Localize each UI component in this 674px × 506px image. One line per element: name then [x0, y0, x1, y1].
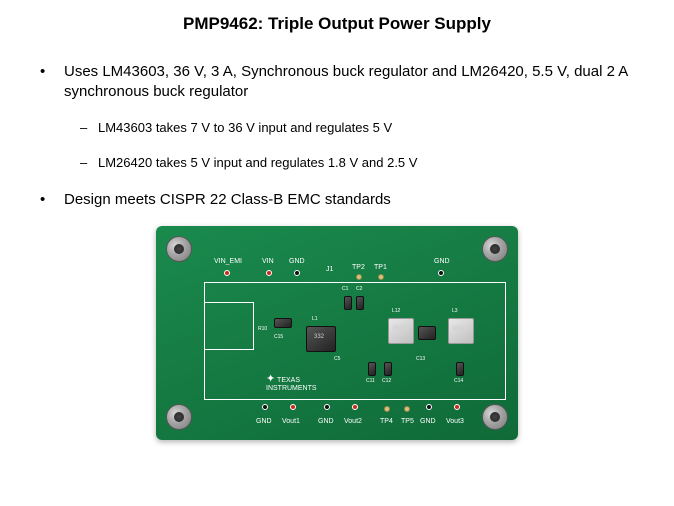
mounting-hole — [166, 236, 192, 262]
bullet-marker: • — [40, 62, 64, 82]
component — [418, 326, 436, 340]
test-point — [384, 406, 390, 412]
test-point — [356, 274, 362, 280]
pcb-label: VIN_EMI — [214, 258, 242, 265]
header-pin — [454, 404, 460, 410]
header-pin — [438, 270, 444, 276]
pcb-board: VIN_EMI VIN GND J1 TP2 TP1 GND GND Vout1 GND Vout2… — [156, 226, 518, 440]
component-label: 332 — [314, 334, 324, 340]
component-label: 3R3 — [392, 326, 403, 332]
pcb-refdes: R10 — [258, 326, 267, 332]
pcb-label: VIN — [262, 258, 274, 265]
mounting-hole — [482, 236, 508, 262]
component — [456, 362, 464, 376]
component — [368, 362, 376, 376]
silk-outline — [204, 302, 254, 350]
pcb-label: GND — [289, 258, 305, 265]
header-pin — [266, 270, 272, 276]
pcb-label: GND — [256, 418, 272, 425]
bullet-text: Design meets CISPR 22 Class-B EMC standa… — [64, 190, 391, 210]
pcb-refdes: C2 — [356, 286, 362, 292]
component-label: 3R3 — [452, 326, 463, 332]
pcb-label: TP5 — [401, 418, 414, 425]
header-pin — [262, 404, 268, 410]
pcb-label: Vout3 — [446, 418, 464, 425]
pcb-label: J1 — [326, 266, 333, 273]
pcb-refdes: C12 — [382, 378, 391, 384]
component — [274, 318, 292, 328]
pcb-refdes: L12 — [392, 308, 400, 314]
header-pin — [294, 270, 300, 276]
component — [356, 296, 364, 310]
pcb-refdes: C15 — [274, 334, 283, 340]
bullet-item: • Uses LM43603, 36 V, 3 A, Synchronous b… — [40, 62, 644, 103]
bullet-item: – LM26420 takes 5 V input and regulates … — [80, 154, 644, 172]
pcb-label: TP1 — [374, 264, 387, 271]
slide-content: • Uses LM43603, 36 V, 3 A, Synchronous b… — [0, 62, 674, 210]
header-pin — [352, 404, 358, 410]
test-point — [404, 406, 410, 412]
header-pin — [290, 404, 296, 410]
pcb-refdes: C14 — [454, 378, 463, 384]
pcb-refdes: C13 — [416, 356, 425, 362]
header-pin — [324, 404, 330, 410]
bullet-text: LM43603 takes 7 V to 36 V input and regu… — [98, 119, 392, 137]
board-image-wrap: VIN_EMI VIN GND J1 TP2 TP1 GND GND Vout1 GND Vout2… — [0, 226, 674, 440]
slide-title: PMP9462: Triple Output Power Supply — [0, 14, 674, 34]
header-pin — [224, 270, 230, 276]
bullet-marker: • — [40, 190, 64, 210]
bullet-marker: – — [80, 154, 98, 172]
mounting-hole — [166, 404, 192, 430]
bullet-item: • Design meets CISPR 22 Class-B EMC stan… — [40, 190, 644, 210]
pcb-label: Vout1 — [282, 418, 300, 425]
pcb-refdes: C5 — [334, 356, 340, 362]
pcb-refdes: L3 — [452, 308, 458, 314]
pcb-label: GND — [318, 418, 334, 425]
bullet-text: Uses LM43603, 36 V, 3 A, Synchronous buc… — [64, 62, 644, 103]
component — [384, 362, 392, 376]
mounting-hole — [482, 404, 508, 430]
component — [344, 296, 352, 310]
pcb-label: GND — [434, 258, 450, 265]
bullet-item: – LM43603 takes 7 V to 36 V input and re… — [80, 119, 644, 137]
ti-logo: ✦ TEXASINSTRUMENTS — [266, 374, 317, 392]
bullet-text: LM26420 takes 5 V input and regulates 1.… — [98, 154, 417, 172]
slide: PMP9462: Triple Output Power Supply • Us… — [0, 0, 674, 506]
test-point — [378, 274, 384, 280]
bullet-marker: – — [80, 119, 98, 137]
pcb-label: GND — [420, 418, 436, 425]
pcb-label: Vout2 — [344, 418, 362, 425]
header-pin — [426, 404, 432, 410]
pcb-refdes: L1 — [312, 316, 318, 322]
pcb-refdes: C11 — [366, 378, 375, 384]
pcb-label: TP2 — [352, 264, 365, 271]
pcb-label: TP4 — [380, 418, 393, 425]
pcb-refdes: C1 — [342, 286, 348, 292]
